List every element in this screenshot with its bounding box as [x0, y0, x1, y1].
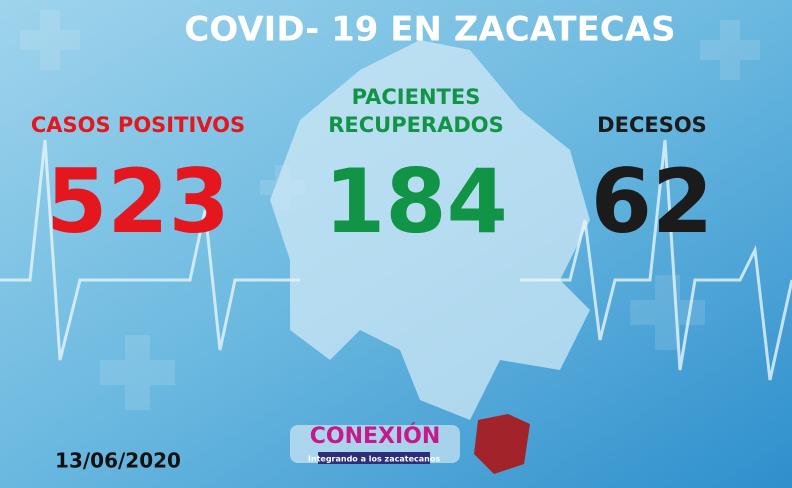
stat-value: 62 — [591, 150, 713, 253]
stat-label: PACIENTES — [352, 85, 481, 109]
heartbeat-left — [0, 139, 300, 361]
stat-label: CASOS POSITIVOS — [31, 113, 245, 137]
stat-label: RECUPERADOS — [328, 113, 504, 137]
stat-value: 184 — [324, 150, 508, 253]
date: 13/06/2020 — [55, 449, 181, 473]
map-shape — [270, 40, 590, 420]
slogan: Integrando a los zacatecanos — [308, 455, 440, 464]
stat-value: 523 — [46, 150, 230, 253]
stats: CASOS POSITIVOS 523 PACIENTES RECUPERADOS 18… — [31, 85, 713, 253]
stat-label: DECESOS — [597, 113, 707, 137]
logo: CONEXIÓN — [310, 423, 441, 449]
slogan-bar — [318, 452, 430, 464]
title: COVID- 19 EN ZACATECAS — [184, 10, 675, 50]
heartbeat-right — [520, 139, 792, 381]
emblem — [474, 414, 530, 474]
